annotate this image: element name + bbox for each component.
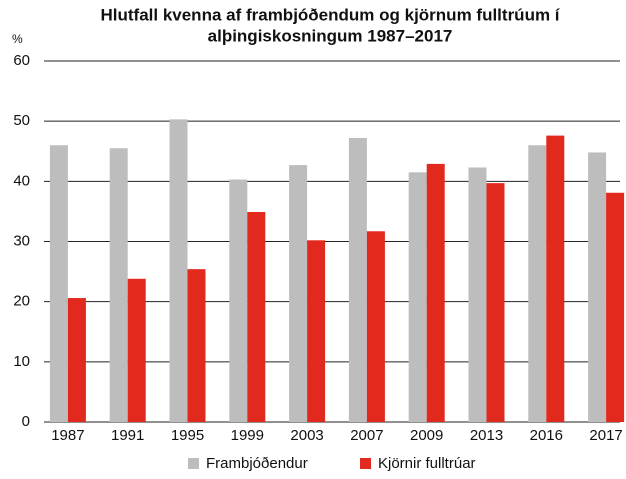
bar <box>546 135 565 422</box>
bar <box>588 152 607 422</box>
x-tick-label: 2003 <box>290 427 323 444</box>
bar <box>247 212 266 422</box>
y-tick-label: 60 <box>13 52 30 69</box>
y-tick-label: 30 <box>13 232 30 249</box>
bar <box>289 165 308 423</box>
legend-label: Frambjóðendur <box>206 455 308 472</box>
bar <box>408 172 427 422</box>
x-tick-label: 2007 <box>350 427 383 444</box>
y-axis-label: % <box>12 32 23 46</box>
bar <box>426 163 445 422</box>
x-tick-label: 2016 <box>530 427 563 444</box>
y-tick-label: 0 <box>22 413 30 430</box>
bar <box>187 269 206 422</box>
bar <box>49 145 68 422</box>
x-tick-label: 1999 <box>231 427 264 444</box>
y-tick-label: 10 <box>13 353 30 370</box>
legend-swatch <box>360 458 371 469</box>
x-tick-label: 2013 <box>470 427 503 444</box>
bar <box>229 179 248 422</box>
y-tick-label: 50 <box>13 112 30 129</box>
x-tick-label: 1987 <box>51 427 84 444</box>
bar <box>528 145 547 422</box>
bar <box>486 183 505 422</box>
legend-swatch <box>188 458 199 469</box>
bar <box>606 192 625 422</box>
bar <box>169 119 188 422</box>
chart-title: Hlutfall kvenna af frambjóðendum og kjör… <box>100 5 560 24</box>
chart-title: alþingiskosningum 1987–2017 <box>208 26 453 45</box>
bar <box>67 298 86 422</box>
bar <box>307 240 326 422</box>
bar <box>468 167 487 422</box>
bar <box>109 148 128 422</box>
bar <box>127 278 146 422</box>
bar <box>366 231 385 422</box>
y-tick-label: 20 <box>13 293 30 310</box>
y-tick-label: 40 <box>13 172 30 189</box>
x-tick-label: 1991 <box>111 427 144 444</box>
legend-label: Kjörnir fulltrúar <box>378 455 476 472</box>
bar <box>348 138 367 422</box>
x-tick-label: 1995 <box>171 427 204 444</box>
x-tick-label: 2009 <box>410 427 443 444</box>
x-tick-label: 2017 <box>589 427 622 444</box>
